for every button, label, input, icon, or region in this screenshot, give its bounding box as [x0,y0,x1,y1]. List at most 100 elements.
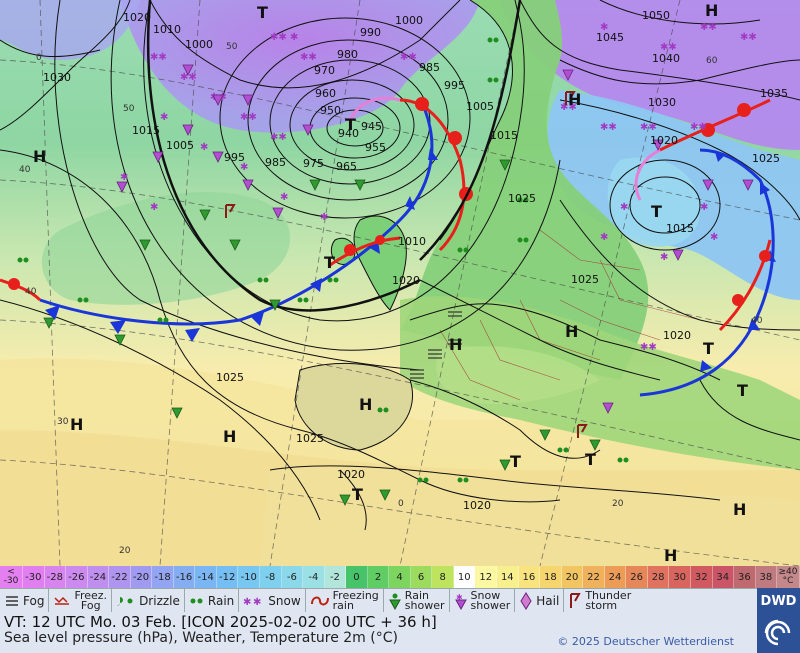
low-pressure-center: T [651,202,662,221]
pressure-label: 1030 [43,71,71,84]
scale-high-end-bottom: °C [782,576,794,586]
svg-text:✱: ✱ [620,202,628,213]
temperature-isoline-label: 0 [36,53,42,63]
scale-cell: 36 [734,566,756,588]
pressure-label: 1005 [166,139,194,152]
pressure-label: 1020 [392,274,420,287]
scale-low-end-bottom: -30 [3,576,19,586]
svg-text:✱: ✱ [290,32,298,43]
scale-high-end: ≥40 °C [777,566,800,588]
temperature-isoline-label: 60 [706,56,718,66]
scale-cell: -2 [324,566,347,588]
legend-snow: ✱ ✱ Snow [239,589,306,613]
scale-cell: -28 [44,566,67,588]
legend-rain: Rain [185,589,240,613]
svg-text:✱✱: ✱✱ [180,72,197,83]
scale-cell: 8 [432,566,454,588]
scale-cell: -12 [216,566,239,588]
svg-text:✱: ✱ [710,232,718,243]
high-pressure-center: H [705,1,718,20]
pressure-label: 990 [360,26,381,39]
svg-text:✱✱: ✱✱ [690,122,707,133]
scale-low-end-top: < [7,567,15,577]
svg-text:✱✱: ✱✱ [240,112,257,123]
pressure-label: 1050 [642,9,670,22]
legend-rain-label: Rain [207,593,235,608]
low-pressure-center: T [345,115,356,134]
low-pressure-center: T [324,253,335,272]
pressure-label: 1015 [132,124,160,137]
svg-text:✱✱: ✱✱ [660,42,677,53]
dwd-logo-text: DWD [760,594,797,609]
weather-symbol-legend: Fog Freez. Fog Drizzle Rain ✱ ✱ Snow Free… [0,588,757,613]
pressure-label: 975 [303,157,324,170]
pressure-label: 995 [224,151,245,164]
rain-icon [190,598,203,604]
svg-text:✱✱: ✱✱ [740,32,757,43]
copyright-text: © 2025 Deutscher Wetterdienst [557,635,734,648]
thunderstorm-icon [570,593,582,608]
svg-text:✱✱: ✱✱ [400,52,417,63]
svg-text:✱: ✱ [253,597,261,608]
high-pressure-center: H [565,322,578,341]
pressure-label: 1015 [490,129,518,142]
svg-text:✱: ✱ [700,202,708,213]
freezing-fog-icon [54,596,70,605]
pressure-label: 1000 [185,38,213,51]
pressure-label: 1005 [466,100,494,113]
valid-time-text: VT: 12 UTC Mo. 03 Feb. [ICON 2025-02-02 … [4,613,437,631]
scale-cell: 10 [453,566,476,588]
scale-low-end: < -30 [0,566,23,588]
low-pressure-center: T [510,452,521,471]
scale-cell: -8 [260,566,282,588]
drizzle-icon [117,597,133,606]
temperature-isoline-label: 40 [751,316,763,326]
svg-text:✱: ✱ [120,172,128,183]
high-pressure-center: H [359,395,372,414]
scale-cell: 24 [604,566,627,588]
low-pressure-center: T [257,3,268,22]
pressure-label: 1000 [395,14,423,27]
legend-freezing-rain: Freezing rain [306,589,384,613]
map-description: Sea level pressure (hPa), Weather, Tempe… [4,630,398,646]
scale-high-end-top: ≥40 [778,567,798,577]
svg-text:✱: ✱ [200,142,208,153]
scale-cell: 2 [367,566,390,588]
temperature-isoline-label: 40 [19,165,31,175]
scale-cell: 18 [540,566,562,588]
pressure-label: 985 [419,61,440,74]
pressure-label: 1030 [648,96,676,109]
pressure-label: 1020 [463,499,491,512]
temperature-isoline-label: 0 [398,499,404,509]
legend-hail: Hail [515,589,565,613]
pressure-label: 950 [320,104,341,117]
scale-cell: 14 [497,566,519,588]
legend-snow-label: Snow [268,593,301,608]
scale-cell: 20 [561,566,584,588]
pressure-label: 1025 [508,192,536,205]
pressure-label: 1020 [650,134,678,147]
legend-snow-shower: ✱ Snow shower [450,589,516,613]
pressure-label: 1025 [571,273,599,286]
svg-text:✱✱: ✱✱ [150,52,167,63]
pressure-label: 1025 [752,152,780,165]
pressure-label: 965 [336,160,357,173]
low-pressure-center: T [585,450,596,469]
rain-shower-icon [388,593,401,610]
high-pressure-center: H [70,415,83,434]
svg-text:✱: ✱ [660,252,668,263]
scale-cell: -30 [23,566,45,588]
scale-cell: -10 [238,566,261,588]
svg-text:✱: ✱ [320,212,328,223]
legend-snow-shower-label: Snow shower [470,589,511,612]
scale-cell: 38 [755,566,778,588]
pressure-label: 1025 [296,432,324,445]
pressure-label: 1010 [398,235,426,248]
pressure-label: 1015 [666,222,694,235]
legend-drizzle-label: Drizzle [139,593,180,608]
scale-cell: -26 [66,566,88,588]
legend-thunderstorm: Thunder storm [564,589,635,613]
low-pressure-center: T [737,381,748,400]
legend-thunderstorm-label: Thunder storm [585,589,632,612]
